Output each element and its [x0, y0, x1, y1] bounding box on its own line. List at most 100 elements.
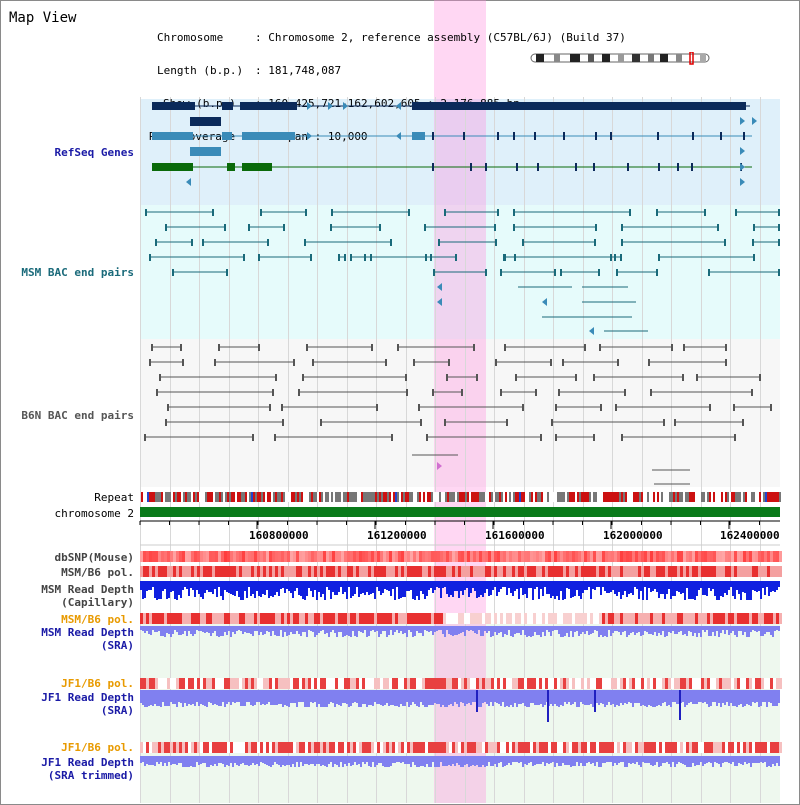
msm-capillary-depth [600, 581, 602, 595]
jf1-b6-pol-heat [614, 678, 617, 689]
refseq-gene-exon [412, 102, 746, 110]
repeat-segment [423, 492, 425, 502]
repeat-segment [209, 492, 211, 502]
msm-capillary-depth [280, 581, 282, 589]
msm-sra-depth [184, 626, 186, 631]
jf1-sra-depth [382, 690, 384, 706]
jf1-trimmed-depth [180, 756, 182, 763]
repeat-segment [485, 492, 487, 502]
dbsnp-heat [287, 551, 290, 562]
refseq-exon-tick [516, 163, 518, 171]
jf1-trimmed-depth [146, 756, 148, 764]
msm-b6-pol-heat [233, 566, 236, 577]
b6n-bac-end [282, 419, 284, 426]
msm-capillary-depth [542, 581, 544, 596]
msm-capillary-depth [716, 581, 718, 600]
jf1-sra-depth [694, 690, 696, 704]
msm-sra-depth [298, 626, 300, 634]
repeat-segment [457, 492, 459, 502]
msm-sra-depth [758, 626, 760, 631]
msm-b6-pol-heat [209, 566, 212, 577]
msm-b6-pol-2-heat [689, 613, 692, 624]
dbsnp-heat [476, 551, 479, 562]
msm-sra-depth [706, 626, 708, 630]
jf1-b6-pol-2-heat [383, 742, 386, 753]
grid-line [317, 97, 318, 803]
chromosome-value: : Chromosome 2, reference assembly (C57B… [255, 31, 626, 44]
msm-sra-depth [188, 626, 190, 631]
msm-b6-pol-2-heat [386, 613, 389, 624]
jf1-b6-pol-heat [152, 678, 155, 689]
msm-b6-pol-2-heat [182, 613, 185, 624]
jf1-trimmed-depth [736, 756, 738, 766]
msm-capillary-depth [512, 581, 514, 596]
repeat-segment [303, 492, 305, 502]
msm-sra-depth [244, 626, 246, 632]
repeat-segment [315, 492, 317, 502]
msm-b6-pol-heat [239, 566, 242, 577]
jf1-b6-pol-2-heat [671, 742, 674, 753]
msm-b6-pol-2-heat [581, 613, 584, 624]
msm-sra-depth [174, 626, 176, 630]
msm-capillary-depth [574, 581, 576, 596]
jf1-trimmed-depth [302, 756, 304, 766]
dbsnp-heat [728, 551, 731, 562]
jf1-sra-depth [438, 690, 440, 704]
jf1-trimmed-depth [562, 756, 564, 763]
jf1-b6-pol-2-heat [500, 742, 503, 753]
jf1-sra-depth [456, 690, 458, 704]
jf1-b6-pol-heat [203, 678, 206, 689]
jf1-b6-pol-heat [338, 678, 341, 689]
dbsnp-heat [368, 551, 371, 562]
jf1-b6-pol-2-heat [710, 742, 713, 753]
msm-sra-depth [292, 626, 294, 634]
msm-capillary-depth [532, 581, 534, 600]
msm-b6-pol-2-heat [713, 613, 716, 624]
msm-b6-pol-heat [164, 566, 167, 577]
jf1-sra-depth [736, 690, 738, 707]
jf1-trimmed-depth [374, 756, 376, 767]
msm-bac-arrow [589, 327, 594, 335]
refseq-gene-exon [152, 102, 195, 110]
jf1-sra-depth [502, 690, 504, 702]
msm-sra-depth [342, 626, 344, 637]
msm-sra-depth [220, 626, 222, 636]
msm-bac-end [616, 269, 618, 276]
jf1-trimmed-depth [576, 756, 578, 762]
msm-sra-depth [400, 626, 402, 631]
b6n-bac-end [593, 374, 595, 381]
chromosome-ideogram[interactable] [530, 52, 710, 65]
dbsnp-heat [665, 551, 668, 562]
msm-sra-depth [544, 626, 546, 636]
jf1-trimmed-depth [336, 756, 338, 765]
msm-b6-pol-2-heat [404, 613, 407, 624]
msm-b6-pol-heat [170, 566, 173, 577]
jf1-b6-pol-heat [695, 678, 698, 689]
msm-bac-end [258, 254, 260, 261]
jf1-sra-depth [366, 690, 368, 707]
msm-sra-depth [556, 626, 558, 630]
repeat-segment [637, 492, 639, 502]
msm-capillary-depth [744, 581, 746, 593]
grid-line [494, 97, 495, 803]
msm-capillary-depth [416, 581, 418, 596]
dbsnp-heat [242, 551, 245, 562]
jf1-trimmed-depth [154, 756, 156, 766]
jf1-trimmed-depth [602, 756, 604, 763]
jf1-b6-pol-heat [335, 678, 338, 689]
msm-b6-pol-2-heat [704, 613, 707, 624]
jf1-sra-depth [388, 690, 390, 706]
msm-capillary-depth [178, 581, 180, 595]
msm-sra-depth [142, 626, 144, 631]
grid-line [524, 97, 525, 803]
repeat-segment [217, 492, 219, 502]
msm-b6-pol-2-heat [485, 613, 488, 624]
msm-sra-depth [692, 626, 694, 636]
jf1-read-depth-sra-label: JF1 Read Depth [41, 691, 134, 704]
jf1-sra-depth [718, 690, 720, 703]
msm-capillary-depth [458, 581, 460, 598]
msm-read-depth-sra-label: MSM Read Depth [41, 626, 134, 639]
jf1-sra-depth [532, 690, 534, 703]
jf1-trimmed-depth [150, 756, 152, 765]
